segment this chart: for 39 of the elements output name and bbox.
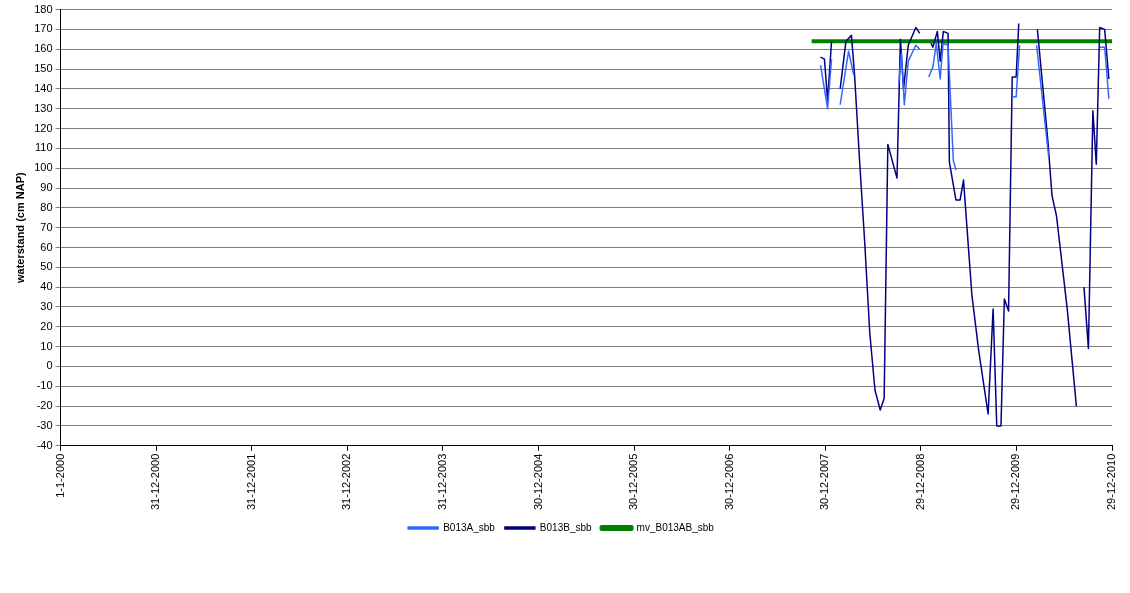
x-tick-label: 30-12-2007 [818, 453, 831, 511]
x-tick-label: 31-12-2002 [340, 453, 353, 511]
y-tick-label: -20 [36, 399, 53, 412]
x-tick-label: 29-12-2009 [1009, 453, 1022, 511]
y-tick-label: 10 [40, 339, 53, 352]
y-tick-label: 30 [40, 299, 53, 312]
y-tick-label: 130 [34, 101, 53, 114]
y-tick-label: 110 [35, 141, 53, 154]
x-tick-label: 30-12-2006 [722, 453, 735, 511]
y-tick-label: 70 [40, 220, 53, 233]
y-tick-label: -40 [36, 438, 53, 451]
legend-label: mv_B013AB_sbb [636, 521, 715, 533]
y-tick-label: 170 [34, 22, 53, 35]
y-tick-label: 140 [34, 81, 53, 94]
x-tick-label: 1-1-2000 [53, 453, 66, 498]
y-tick-label: 20 [40, 319, 53, 332]
x-tick-label: 29-12-2010 [1105, 453, 1118, 511]
y-tick-label: 80 [40, 200, 53, 213]
x-tick-label: 30-12-2004 [531, 453, 544, 511]
y-tick-label: 0 [46, 359, 53, 372]
y-tick-label: 50 [40, 260, 53, 273]
y-tick-label: 90 [40, 181, 53, 194]
y-tick-label: 180 [34, 2, 53, 15]
x-tick-label: 31-12-2003 [435, 453, 448, 511]
y-tick-label: -10 [36, 379, 53, 392]
y-tick-label: 150 [34, 62, 53, 75]
x-tick-label: 31-12-2000 [149, 453, 162, 511]
x-tick-label: 30-12-2005 [627, 453, 640, 511]
legend-label: B013A_sbb [443, 521, 496, 533]
y-tick-label: 160 [34, 42, 53, 55]
y-tick-label: 60 [40, 240, 53, 253]
y-tick-label: 100 [34, 161, 53, 174]
x-tick-label: 31-12-2001 [244, 453, 257, 511]
legend-label: B013B_sbb [539, 521, 593, 533]
y-tick-label: 40 [40, 280, 53, 293]
x-tick-label: 29-12-2008 [913, 453, 926, 511]
y-tick-label: 120 [34, 121, 53, 134]
y-tick-label: -30 [36, 418, 53, 431]
y-axis-title: waterstand (cm NAP) [13, 172, 26, 284]
